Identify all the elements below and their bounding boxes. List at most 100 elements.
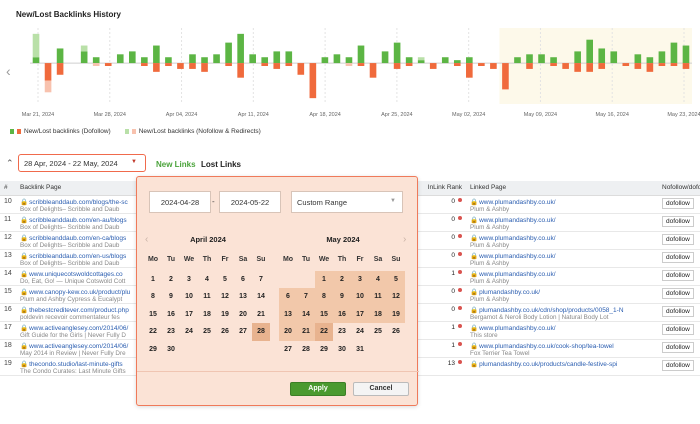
bar-dofollow-new: [574, 51, 581, 64]
weekday-header: Su: [391, 256, 401, 263]
calendar-day-may-10[interactable]: 10: [351, 288, 369, 306]
calendar-day-apr-21[interactable]: 21: [257, 310, 265, 318]
calendar-day-may-25[interactable]: 25: [374, 328, 382, 335]
calendar-day-apr-24[interactable]: 24: [185, 328, 193, 335]
calendar-day-may-24[interactable]: 24: [356, 328, 364, 335]
bar-dofollow-new: [586, 39, 594, 64]
calendar-day-apr-8[interactable]: 8: [151, 293, 155, 300]
calendar-day-may-16[interactable]: 16: [333, 305, 351, 323]
calendar-day-apr-23[interactable]: 23: [167, 328, 175, 335]
weekday-header: Fr: [356, 256, 364, 263]
calendar-day-apr-12[interactable]: 12: [221, 293, 229, 300]
calendar-day-may-17[interactable]: 17: [351, 305, 369, 323]
cancel-button[interactable]: Cancel: [353, 382, 409, 396]
bar-nofollow-new: [80, 45, 88, 52]
calendar-day-may-3[interactable]: 3: [351, 270, 369, 288]
end-date-input[interactable]: 2024-05-22: [219, 191, 281, 213]
calendar-day-may-21[interactable]: 21: [297, 323, 315, 341]
linked-url[interactable]: 🔒www.plumandashby.co.uk/: [470, 324, 556, 332]
tab-lost-links[interactable]: Lost Links: [201, 160, 242, 169]
calendar-day-may-27[interactable]: 27: [284, 345, 292, 353]
linked-url[interactable]: 🔒plumandashby.co.uk/products/candle-fest…: [470, 360, 618, 368]
calendar-day-apr-18[interactable]: 18: [203, 310, 211, 318]
calendar-day-may-8[interactable]: 8: [315, 288, 333, 306]
calendar-day-may-13[interactable]: 13: [279, 305, 297, 323]
calendar-day-apr-22[interactable]: 22: [149, 328, 157, 335]
calendar-day-apr-2[interactable]: 2: [169, 275, 173, 283]
collapse-icon[interactable]: ⌃: [6, 158, 14, 168]
prev-month-icon[interactable]: ‹: [145, 234, 149, 245]
calendar-day-may-31[interactable]: 31: [356, 345, 364, 353]
apply-button[interactable]: Apply: [290, 382, 346, 396]
col-header-number[interactable]: #: [0, 181, 16, 196]
start-date-input[interactable]: 2024-04-28: [149, 191, 211, 213]
calendar-day-may-4[interactable]: 4: [369, 270, 387, 288]
bar-nofollow-lost: [345, 63, 353, 66]
calendar-day-may-23[interactable]: 23: [338, 328, 346, 335]
calendar-day-apr-6[interactable]: 6: [241, 275, 245, 283]
calendar-day-may-18[interactable]: 18: [369, 305, 387, 323]
calendar-day-apr-28[interactable]: 28: [252, 323, 270, 341]
calendar-day-apr-25[interactable]: 25: [203, 328, 211, 335]
linked-url[interactable]: 🔒www.plumandashby.co.uk/: [470, 216, 556, 224]
calendar-day-may-12[interactable]: 12: [387, 288, 405, 306]
calendar-day-may-14[interactable]: 14: [297, 305, 315, 323]
calendar-day-may-19[interactable]: 19: [387, 305, 405, 323]
calendar-day-apr-17[interactable]: 17: [185, 310, 193, 318]
linked-url[interactable]: 🔒www.plumandashby.co.uk/: [470, 234, 556, 242]
calendar-day-may-30[interactable]: 30: [338, 345, 346, 353]
calendar-day-apr-16[interactable]: 16: [167, 310, 175, 318]
chevron-left-icon[interactable]: ‹: [6, 63, 11, 79]
calendar-day-may-11[interactable]: 11: [369, 288, 387, 306]
calendar-day-apr-10[interactable]: 10: [185, 293, 193, 300]
calendar-day-apr-5[interactable]: 5: [223, 275, 227, 283]
linked-title: Plum & Ashby: [470, 205, 510, 213]
bar-nofollow-new: [32, 33, 40, 58]
date-range-button[interactable]: 28 Apr, 2024 - 22 May, 2024 ▼: [18, 154, 146, 172]
calendar-day-apr-11[interactable]: 11: [203, 293, 211, 300]
calendar-day-may-2[interactable]: 2: [333, 270, 351, 288]
calendar-day-may-7[interactable]: 7: [297, 288, 315, 306]
calendar-day-may-20[interactable]: 20: [279, 323, 297, 341]
calendar-day-apr-14[interactable]: 14: [257, 293, 265, 300]
follow-cell: dofollow: [662, 321, 700, 340]
calendar-day-may-9[interactable]: 9: [333, 288, 351, 306]
legend-item-dofollow[interactable]: New/Lost backlinks (Dofollow): [10, 128, 111, 135]
next-month-icon[interactable]: ›: [403, 234, 407, 245]
calendar-day-apr-19[interactable]: 19: [221, 310, 229, 318]
calendar-day-apr-27[interactable]: 27: [239, 328, 247, 335]
col-header-linked-page[interactable]: Linked Page: [466, 181, 662, 196]
calendar-day-may-15[interactable]: 15: [315, 305, 333, 323]
col-header-follow[interactable]: Nofollow/dofollow: [662, 181, 700, 196]
calendar-day-may-1[interactable]: 1: [315, 270, 333, 288]
calendar-day-may-6[interactable]: 6: [279, 288, 297, 306]
linked-url[interactable]: 🔒www.plumandashby.co.uk/: [470, 198, 556, 206]
calendar-day-may-29[interactable]: 29: [320, 345, 328, 353]
x-tick-label: May 02, 2024: [452, 112, 485, 118]
legend-item-nofollow[interactable]: New/Lost backlinks (Nofollow & Redirects…: [124, 128, 261, 135]
calendar-day-may-5[interactable]: 5: [387, 270, 405, 288]
linked-url[interactable]: 🔒www.plumandashby.co.uk/: [470, 252, 556, 260]
tab-new-links[interactable]: New Links: [156, 160, 196, 169]
calendar-day-may-28[interactable]: 28: [302, 345, 310, 353]
calendar-day-apr-15[interactable]: 15: [149, 310, 157, 318]
calendar-day-apr-13[interactable]: 13: [239, 293, 247, 300]
calendar-day-apr-1[interactable]: 1: [151, 275, 155, 283]
calendar-day-apr-7[interactable]: 7: [259, 275, 263, 283]
linked-url[interactable]: 🔒plumandashby.co.uk/cdn/shop/products/00…: [470, 306, 624, 314]
range-preset-select[interactable]: Custom Range ▼: [291, 191, 403, 213]
linked-url[interactable]: 🔒plumandashby.co.uk/: [470, 288, 541, 296]
linked-url[interactable]: 🔒www.plumandashby.co.uk/: [470, 270, 556, 278]
lock-icon: 🔒: [20, 216, 29, 224]
calendar-day-may-22[interactable]: 22: [315, 323, 333, 341]
calendar-day-apr-26[interactable]: 26: [221, 328, 229, 335]
calendar-day-apr-3[interactable]: 3: [187, 275, 191, 283]
linked-url[interactable]: 🔒www.plumandashby.co.uk/cook-shop/tea-to…: [470, 342, 614, 350]
calendar-day-apr-29[interactable]: 29: [149, 345, 157, 353]
rank-dot-icon: [458, 269, 462, 274]
calendar-day-may-26[interactable]: 26: [392, 328, 400, 335]
calendar-day-apr-30[interactable]: 30: [167, 345, 175, 353]
calendar-day-apr-9[interactable]: 9: [169, 293, 173, 300]
calendar-day-apr-4[interactable]: 4: [205, 275, 209, 283]
calendar-day-apr-20[interactable]: 20: [239, 310, 247, 318]
